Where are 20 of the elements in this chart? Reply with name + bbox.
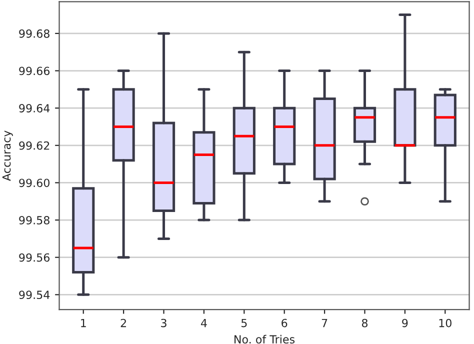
x-tick-label: 5	[241, 318, 247, 328]
x-tick-label: 8	[362, 318, 368, 328]
x-tick-label: 1	[81, 318, 86, 328]
x-tick-label: 6	[282, 318, 288, 328]
x-tick-label: 10	[439, 318, 452, 328]
y-tick-label: 99.68	[19, 29, 50, 38]
y-tick-label: 99.66	[19, 66, 50, 76]
x-axis-title: No. of Tries	[234, 334, 295, 344]
y-tick-label: 99.62	[19, 141, 50, 150]
x-tick-label: 9	[402, 318, 408, 328]
x-tick-label: 7	[322, 318, 328, 328]
x-tick-label: 3	[161, 318, 166, 328]
y-tick-label: 99.60	[19, 178, 50, 188]
y-tick-label: 99.58	[19, 216, 50, 224]
y-tick-label: 99.54	[19, 290, 50, 300]
x-tick-label: 2	[120, 318, 126, 328]
y-tick-label: 99.56	[19, 253, 50, 262]
y-tick-label: 99.64	[19, 104, 50, 112]
y-axis-title: Accuracy	[2, 130, 13, 181]
x-tick-label: 4	[200, 318, 207, 328]
